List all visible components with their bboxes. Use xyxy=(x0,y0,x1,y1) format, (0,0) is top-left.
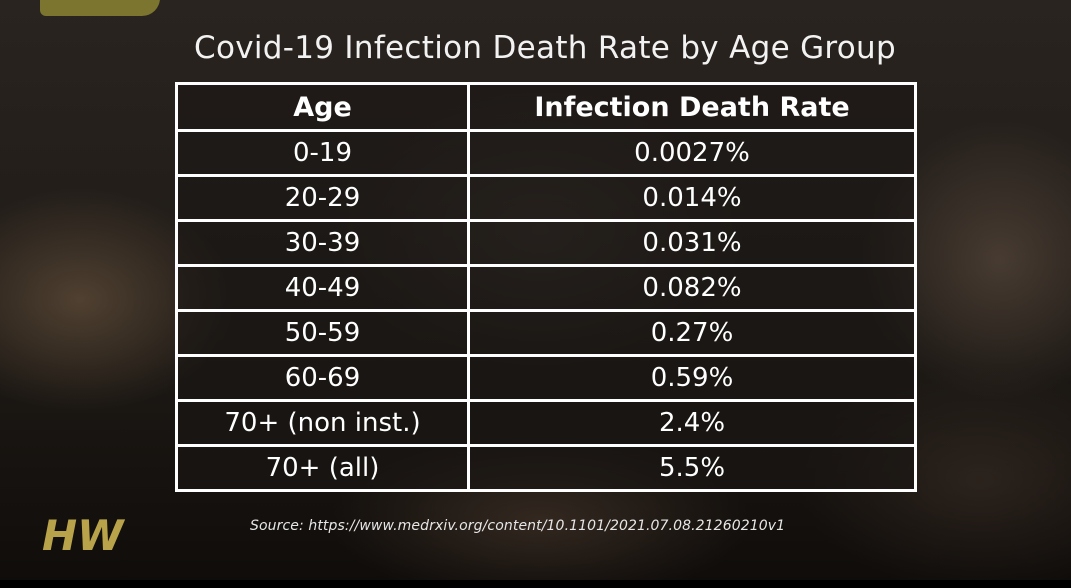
corner-graphic xyxy=(40,0,160,16)
death-rate-cell: 0.082% xyxy=(467,264,917,312)
death-rate-cell: 0.27% xyxy=(467,309,917,357)
bottom-bar xyxy=(0,580,1071,588)
table-header-row: Age Infection Death Rate xyxy=(175,82,917,132)
table-row: 0-19 0.0027% xyxy=(175,129,917,177)
death-rate-cell: 0.014% xyxy=(467,174,917,222)
age-cell: 70+ (all) xyxy=(175,444,470,492)
death-rate-table: Age Infection Death Rate 0-19 0.0027% 20-2… xyxy=(175,82,917,492)
table-body: 0-19 0.0027% 20-29 0.014% 30-39 0.031% 40-49 0.… xyxy=(175,129,917,492)
age-cell: 20-29 xyxy=(175,174,470,222)
table-row: 70+ (non inst.) 2.4% xyxy=(175,399,917,447)
header-age: Age xyxy=(175,82,470,132)
age-cell: 0-19 xyxy=(175,129,470,177)
age-cell: 30-39 xyxy=(175,219,470,267)
age-cell: 40-49 xyxy=(175,264,470,312)
death-rate-cell: 2.4% xyxy=(467,399,917,447)
table-row: 40-49 0.082% xyxy=(175,264,917,312)
table-row: 30-39 0.031% xyxy=(175,219,917,267)
table-row: 20-29 0.014% xyxy=(175,174,917,222)
header-infection-death-rate: Infection Death Rate xyxy=(467,82,917,132)
hw-logo: HW xyxy=(42,511,126,556)
death-rate-cell: 5.5% xyxy=(467,444,917,492)
table-row: 70+ (all) 5.5% xyxy=(175,444,917,492)
age-cell: 60-69 xyxy=(175,354,470,402)
chart-title: Covid-19 Infection Death Rate by Age Gro… xyxy=(194,30,896,66)
death-rate-cell: 0.0027% xyxy=(467,129,917,177)
logo-text: HW xyxy=(42,511,126,556)
death-rate-cell: 0.031% xyxy=(467,219,917,267)
age-cell: 50-59 xyxy=(175,309,470,357)
table-row: 60-69 0.59% xyxy=(175,354,917,402)
age-cell: 70+ (non inst.) xyxy=(175,399,470,447)
table-row: 50-59 0.27% xyxy=(175,309,917,357)
source-citation: Source: https://www.medrxiv.org/content/… xyxy=(250,518,786,534)
death-rate-cell: 0.59% xyxy=(467,354,917,402)
